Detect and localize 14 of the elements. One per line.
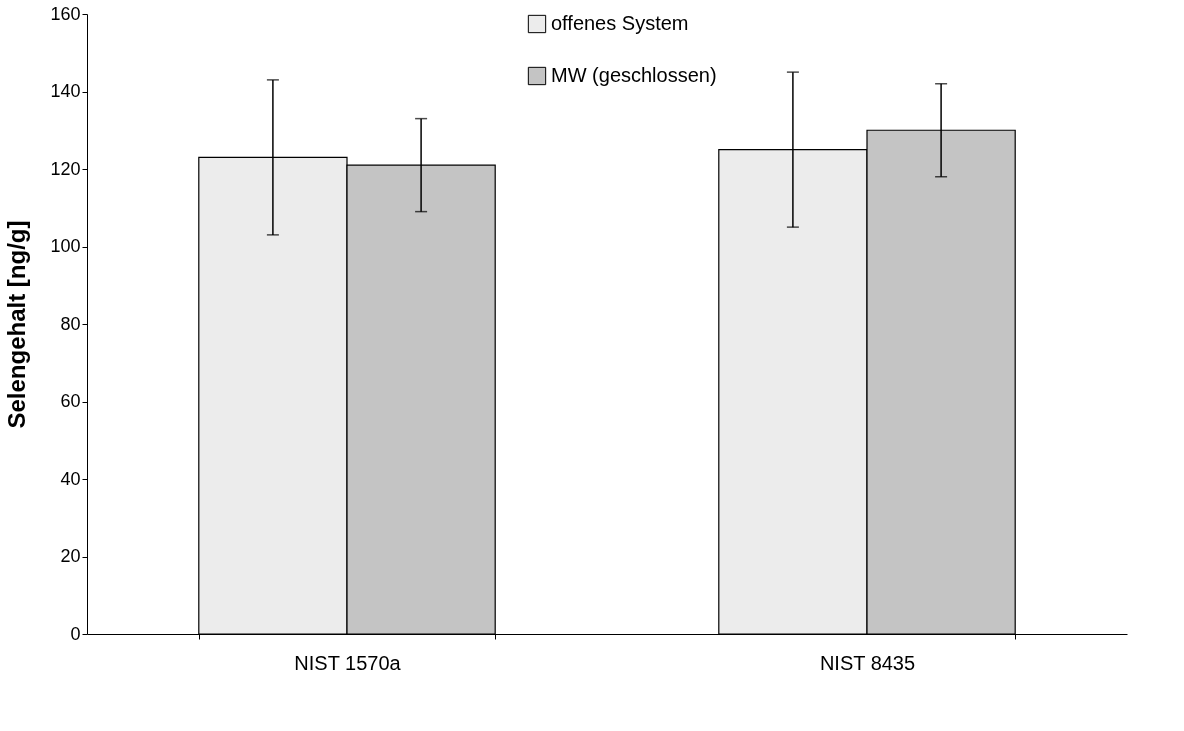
y-tick-label: 100: [50, 236, 81, 256]
y-tick-label: 20: [60, 546, 81, 566]
y-tick-label: 40: [60, 468, 81, 489]
legend-label: offenes System: [551, 12, 689, 34]
y-tick-label: 140: [50, 81, 81, 101]
legend-label: MW (geschlossen): [551, 64, 717, 86]
y-axis-title: Selengehalt [ng/g]: [3, 220, 31, 429]
y-tick-label: 160: [50, 3, 81, 24]
x-tick-label: NIST 1570a: [294, 651, 402, 674]
y-tick-label: 80: [60, 313, 81, 334]
y-tick-label: 60: [60, 391, 81, 411]
y-tick-label: 0: [70, 623, 81, 644]
x-tick-label: NIST 8435: [819, 651, 916, 674]
y-tick-label: 120: [50, 158, 81, 179]
